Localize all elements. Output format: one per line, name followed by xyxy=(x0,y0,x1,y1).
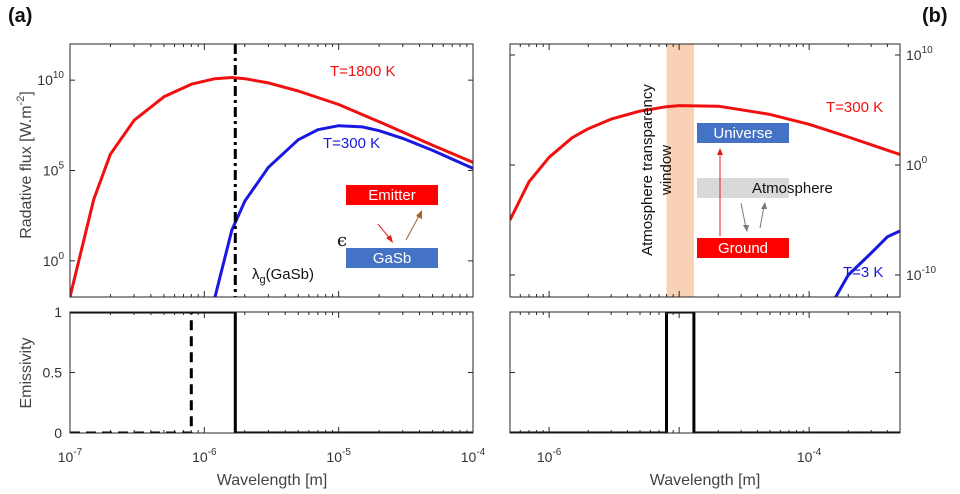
arrowhead-atm-down-icon xyxy=(743,225,749,232)
y-tick-label: 0.5 xyxy=(43,365,63,381)
panel-a-bottom: 0 0.5 1 10-7 10-6 10-5 10-4 Emissivity Wavelen… xyxy=(18,304,486,489)
series-line-a-top-1 xyxy=(213,124,473,297)
series-line-b-top-1 xyxy=(834,229,900,297)
atmosphere-up-arrow-icon xyxy=(759,205,765,229)
series-label-300k-b: T=300 K xyxy=(826,99,883,116)
inset-emitter-gasb: Emitter GaSb ϵ xyxy=(337,185,438,268)
atmosphere-down-arrow-icon xyxy=(740,202,747,229)
panel-a-top: 100 105 1010 Radative flux [W.m-2] T=1800 … xyxy=(15,43,474,298)
emitter-label: Emitter xyxy=(368,187,416,204)
panel-b-bottom: 10-6 10-4 Wavelength [m] xyxy=(509,311,901,489)
lambda-g-label: λg(GaSb) xyxy=(252,266,314,286)
x-tick-label: 10-6 xyxy=(192,447,217,465)
panel-b-top: 1010 100 10-10 Atmosphere transparency wind… xyxy=(509,43,936,298)
emitter-box xyxy=(346,185,438,205)
arrowhead-atm-up-icon xyxy=(761,202,767,209)
universe-box xyxy=(697,123,789,143)
ground-label: Ground xyxy=(718,240,768,257)
inset-universe-atmosphere-ground: Universe Atmosphere Ground xyxy=(697,123,833,258)
x-axis-label-b: Wavelength [m] xyxy=(650,472,761,489)
transparency-window-band xyxy=(666,44,694,297)
y-tick-label: 105 xyxy=(43,161,65,179)
x-tick-label: 10-4 xyxy=(461,447,486,465)
panel-label-b: (b) xyxy=(922,5,948,27)
y-tick-label: 0 xyxy=(54,425,62,441)
axes-frame-b-top xyxy=(509,43,901,298)
arrowhead-down-icon xyxy=(386,235,393,243)
y-axis-label-a-top: Radative flux [W.m-2] xyxy=(15,91,35,239)
y-axis-label-a-bottom: Emissivity xyxy=(18,337,35,408)
y-tick-label: 1 xyxy=(54,304,62,320)
series-line-a-top-0 xyxy=(70,76,473,297)
arrowhead-universe-icon xyxy=(717,148,723,155)
universe-label: Universe xyxy=(713,125,772,142)
y-tick-label-right: 1010 xyxy=(906,45,933,63)
series-line-b-bottom-0 xyxy=(510,312,900,433)
x-tick-label: 10-6 xyxy=(537,447,562,465)
panel-label-a: (a) xyxy=(8,5,32,27)
arrowhead-up-icon xyxy=(416,210,422,219)
axes-frame-b-bottom xyxy=(509,311,901,434)
gasb-box xyxy=(346,248,438,268)
series-label-3k: T=3 K xyxy=(843,264,883,281)
y-tick-label: 100 xyxy=(43,251,65,269)
x-tick-label: 10-5 xyxy=(326,447,351,465)
y-tick-label-right: 10-10 xyxy=(906,265,936,283)
x-tick-label: 10-7 xyxy=(58,447,83,465)
series-line-a-bottom-0 xyxy=(70,312,473,433)
series-line-b-top-0 xyxy=(510,104,900,221)
series-line-a-bottom-1 xyxy=(70,312,236,433)
gasb-label: GaSb xyxy=(373,250,411,267)
y-tick-label: 1010 xyxy=(37,70,64,88)
arrow-up-icon xyxy=(405,213,421,241)
series-label-300k-a: T=300 K xyxy=(323,135,380,152)
x-axis-label-a: Wavelength [m] xyxy=(217,472,328,489)
epsilon-symbol: ϵ xyxy=(337,230,347,251)
atmosphere-label: Atmosphere xyxy=(752,180,833,197)
x-tick-label: 10-4 xyxy=(797,447,822,465)
y-tick-label-right: 100 xyxy=(906,155,928,173)
axes-frame-a-bottom xyxy=(69,311,474,434)
series-label-1800k: T=1800 K xyxy=(330,63,395,80)
ground-box xyxy=(697,238,789,258)
window-label: Atmosphere transparency window xyxy=(639,84,675,256)
